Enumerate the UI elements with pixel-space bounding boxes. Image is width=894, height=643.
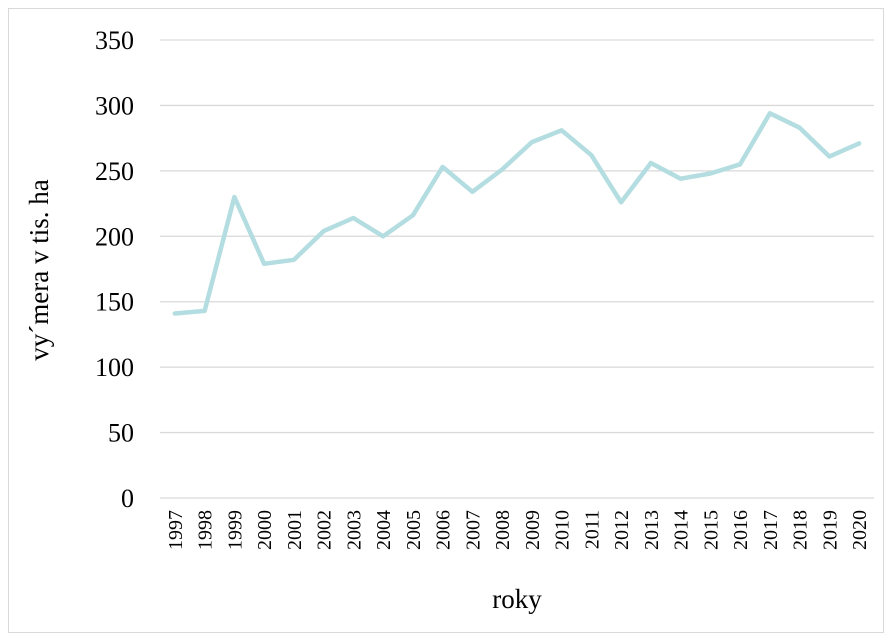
y-tick-label: 200 xyxy=(95,222,134,251)
x-tick-label: 2004 xyxy=(373,510,395,550)
y-tick-label: 300 xyxy=(95,91,134,120)
x-tick-label: 1997 xyxy=(165,510,187,550)
x-tick-label: 1999 xyxy=(224,510,246,550)
x-tick-label: 2014 xyxy=(671,510,693,550)
y-tick-label: 250 xyxy=(95,157,134,186)
x-tick-label: 2003 xyxy=(343,510,365,550)
x-tick-label: 1998 xyxy=(195,510,217,550)
x-tick-label: 2001 xyxy=(284,510,306,550)
x-tick-label: 2017 xyxy=(760,510,782,550)
gridlines xyxy=(160,39,874,499)
x-tick-label: 2007 xyxy=(462,510,484,550)
x-tick-label: 2005 xyxy=(403,510,425,550)
x-tick-label: 2019 xyxy=(819,510,841,550)
x-tick-label: 2010 xyxy=(552,510,574,550)
x-tick-label: 2015 xyxy=(700,510,722,550)
x-tick-label: 2011 xyxy=(581,510,603,549)
x-axis-ticks: 1997 1998 1999 2000 2001 2002 2003 2004 2005 2006… xyxy=(165,510,871,550)
y-tick-label: 50 xyxy=(108,419,134,448)
y-tick-label: 150 xyxy=(95,288,134,317)
x-tick-label: 2002 xyxy=(314,510,336,550)
x-tick-label: 2016 xyxy=(730,510,752,550)
x-tick-label: 2013 xyxy=(641,510,663,550)
x-tick-label: 2018 xyxy=(790,510,812,550)
y-tick-label: 100 xyxy=(95,353,134,382)
x-tick-label: 2009 xyxy=(522,510,544,550)
x-axis-title: roky xyxy=(492,584,542,614)
x-tick-label: 2008 xyxy=(492,510,514,550)
x-tick-label: 2006 xyxy=(433,510,455,550)
y-axis-ticks: 0 50 100 150 200 250 300 350 xyxy=(95,26,134,513)
y-tick-label: 350 xyxy=(95,26,134,55)
x-tick-label: 2020 xyxy=(849,510,871,550)
y-axis-title: vy´mera v tis. ha xyxy=(24,179,54,360)
series-line xyxy=(172,111,862,316)
x-tick-label: 2012 xyxy=(611,510,633,550)
chart-frame xyxy=(8,8,884,633)
y-tick-label: 0 xyxy=(121,484,134,513)
x-tick-label: 2000 xyxy=(254,510,276,550)
